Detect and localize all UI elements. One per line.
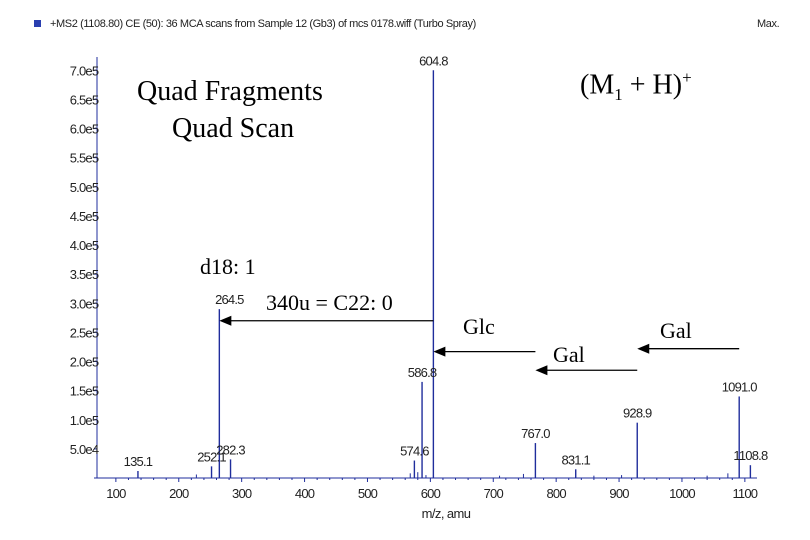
x-tick-label: 300 [232, 486, 252, 501]
scan-info: +MS2 (1108.80) CE (50): 36 MCA scans fro… [50, 18, 476, 30]
y-tick-label: 1.5e5 [70, 384, 99, 399]
arrow-gal-1 [535, 365, 638, 376]
x-tick-label: 1000 [669, 486, 695, 501]
y-tick-label: 3.0e5 [70, 296, 99, 311]
peak-label-928.9: 928.9 [623, 406, 652, 421]
y-tick-label: 3.5e5 [70, 267, 99, 282]
x-tick-label: 500 [358, 486, 378, 501]
arrow-glc-head [433, 346, 446, 357]
x-tick-label: 200 [169, 486, 189, 501]
y-tick-label: 4.5e5 [70, 209, 99, 224]
precursor-ion-label: (M1 + H)+ [580, 68, 692, 105]
arrow-gal-2-head [637, 343, 650, 354]
y-tick-label: 6.0e5 [70, 122, 99, 137]
ion-label-superscript: + [682, 68, 692, 87]
gal-label-1: Gal [553, 342, 585, 367]
peak-label-586.8: 586.8 [408, 365, 437, 380]
ion-label-main: (M [580, 69, 615, 101]
y-tick-label: 7.0e5 [70, 63, 99, 78]
ion-label-rest: + H) [622, 69, 683, 101]
x-tick-label: 700 [484, 486, 504, 501]
peak-label-767.0: 767.0 [521, 426, 550, 441]
ion-label-subscript: 1 [614, 84, 623, 104]
y-tick-label: 5.0e4 [70, 442, 99, 457]
x-tick-label: 400 [295, 486, 315, 501]
x-tick-label: 600 [421, 486, 441, 501]
max-label: Max. [757, 18, 780, 30]
peak-label-1091.0: 1091.0 [722, 379, 758, 394]
x-tick-label: 900 [609, 486, 629, 501]
arrow-gal-1-head [535, 365, 548, 376]
x-tick-label: 800 [547, 486, 567, 501]
arrow-ceramide-to-264 [219, 315, 434, 326]
peak-label-282.3: 282.3 [216, 442, 245, 457]
arrow-gal-2 [637, 343, 740, 354]
x-tick-label: 100 [106, 486, 126, 501]
y-tick-label: 2.5e5 [70, 325, 99, 340]
peak-label-135.1: 135.1 [124, 454, 153, 469]
peak-label-1108.8: 1108.8 [733, 448, 768, 463]
x-axis-title: m/z, amu [422, 506, 471, 521]
arrow-glc [433, 346, 536, 357]
glc-label: Glc [463, 314, 495, 339]
header-square-icon [34, 20, 41, 27]
fatty-acid-label: 340u = C22: 0 [266, 290, 393, 315]
peak-label-574.6: 574.6 [400, 444, 429, 459]
y-tick-label: 6.5e5 [70, 92, 99, 107]
y-tick-label: 5.0e5 [70, 180, 99, 195]
y-tick-label: 2.0e5 [70, 355, 99, 370]
x-tick-label: 1100 [732, 486, 757, 501]
quad-scan-label: Quad Scan [172, 113, 295, 144]
peak-label-252.1: 252.1 [197, 449, 226, 464]
y-tick-label: 4.0e5 [70, 238, 99, 253]
peak-label-264.5: 264.5 [215, 292, 244, 307]
axes: 100 200 300 400 500 600 700 800 900 1000 1100 m/z, … [70, 57, 759, 521]
peak-labels: 135.1 252.1 264.5 282.3 574.6 586.8 604.8 767.0… [124, 53, 769, 469]
quad-fragments-label: Quad Fragments [137, 76, 323, 107]
peak-label-604.8: 604.8 [419, 53, 448, 68]
peaks [137, 70, 752, 478]
gal-label-2: Gal [660, 318, 692, 343]
sphingoid-base-label: d18: 1 [200, 254, 256, 279]
arrow-ceramide-to-264-head [219, 315, 232, 326]
fragment-arrows [219, 315, 740, 376]
peak-label-831.1: 831.1 [561, 452, 590, 467]
y-tick-label: 1.0e5 [70, 413, 99, 428]
y-tick-label: 5.5e5 [70, 151, 99, 166]
